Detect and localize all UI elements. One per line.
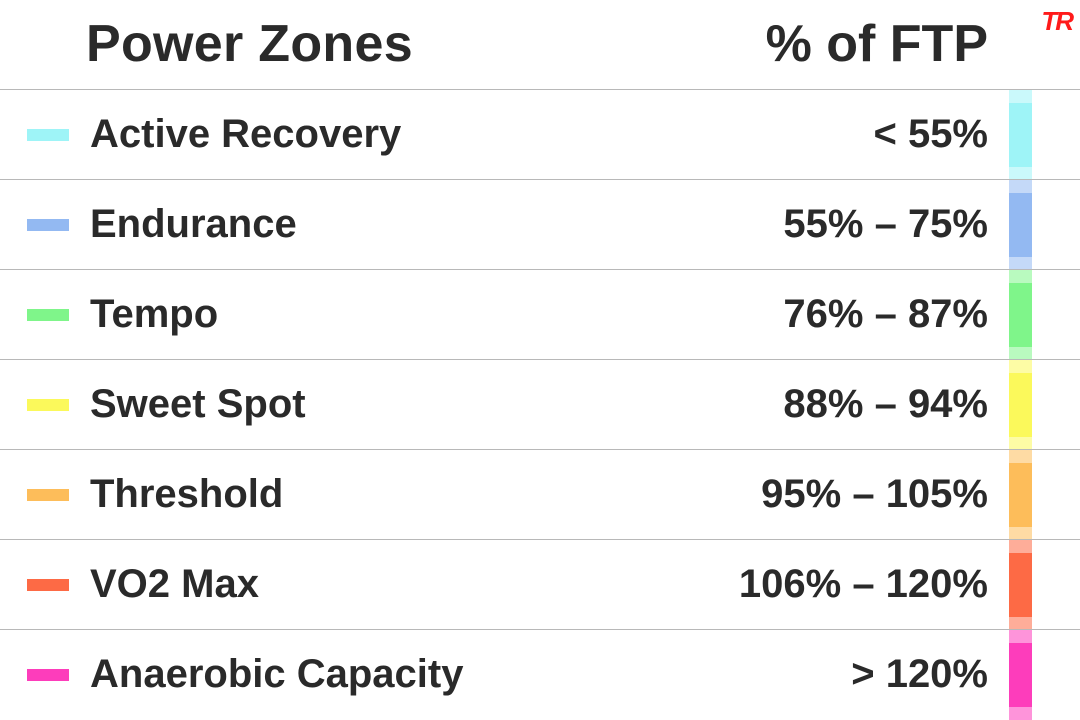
zone-color-bar [1009,450,1032,540]
zone-bar-bottom [1009,527,1032,540]
zone-name: VO2 Max [90,562,259,606]
zone-color-bar [1009,270,1032,360]
zone-bar-top [1009,540,1032,553]
zone-name: Endurance [90,202,297,246]
zone-name: Threshold [90,472,284,516]
zone-color-bar [1009,540,1032,630]
zone-bar-top [1009,180,1032,193]
tr-logo: TR [1041,6,1074,36]
zone-swatch [27,489,69,501]
zone-range: 55% – 75% [783,202,988,246]
zone-bar-top [1009,90,1032,103]
zone-range: 106% – 120% [738,562,988,606]
zone-name: Tempo [90,292,219,336]
zone-bar-top [1009,630,1032,643]
zone-bar-mid [1009,463,1032,527]
zone-range: 76% – 87% [783,292,988,336]
zone-bar-bottom [1009,347,1032,360]
zone-bar-top [1009,360,1032,373]
zone-name: Active Recovery [90,112,402,156]
zone-bar-bottom [1009,257,1032,270]
zone-swatch [27,129,69,141]
zone-swatch [27,399,69,411]
zone-color-bar [1009,630,1032,720]
zone-row-active-recovery: Active Recovery < 55% [0,89,1080,180]
zone-row-sweet-spot: Sweet Spot 88% – 94% [0,359,1080,450]
column-title: % of FTP [765,15,988,73]
zone-range: 88% – 94% [783,382,988,426]
zone-bar-mid [1009,643,1032,707]
zone-swatch [27,579,69,591]
zone-bar-top [1009,270,1032,283]
zone-bar-bottom [1009,167,1032,180]
zone-row-vo2-max: VO2 Max 106% – 120% [0,539,1080,630]
page-title: Power Zones [86,15,413,73]
zone-swatch [27,219,69,231]
zone-list: Active Recovery < 55% Endurance 55% – 75… [0,89,1080,720]
zone-bar-mid [1009,283,1032,347]
zone-swatch [27,669,69,681]
zone-bar-bottom [1009,707,1032,720]
zone-bar-bottom [1009,617,1032,630]
zone-row-anaerobic-capacity: Anaerobic Capacity > 120% [0,629,1080,720]
zone-color-bar [1009,180,1032,270]
zone-row-tempo: Tempo 76% – 87% [0,269,1080,360]
zone-bar-mid [1009,553,1032,617]
zone-row-endurance: Endurance 55% – 75% [0,179,1080,270]
zone-color-bar [1009,90,1032,180]
zone-bar-mid [1009,193,1032,257]
zone-name: Anaerobic Capacity [90,652,464,696]
header: Power Zones % of FTP TR [0,0,1080,90]
zone-range: 95% – 105% [761,472,988,516]
zone-color-bar [1009,360,1032,450]
zone-range: < 55% [873,112,988,156]
zone-swatch [27,309,69,321]
zone-range: > 120% [851,652,988,696]
zone-bar-top [1009,450,1032,463]
zone-row-threshold: Threshold 95% – 105% [0,449,1080,540]
zone-bar-mid [1009,373,1032,437]
zone-bar-mid [1009,103,1032,167]
zone-bar-bottom [1009,437,1032,450]
zone-name: Sweet Spot [90,382,306,426]
